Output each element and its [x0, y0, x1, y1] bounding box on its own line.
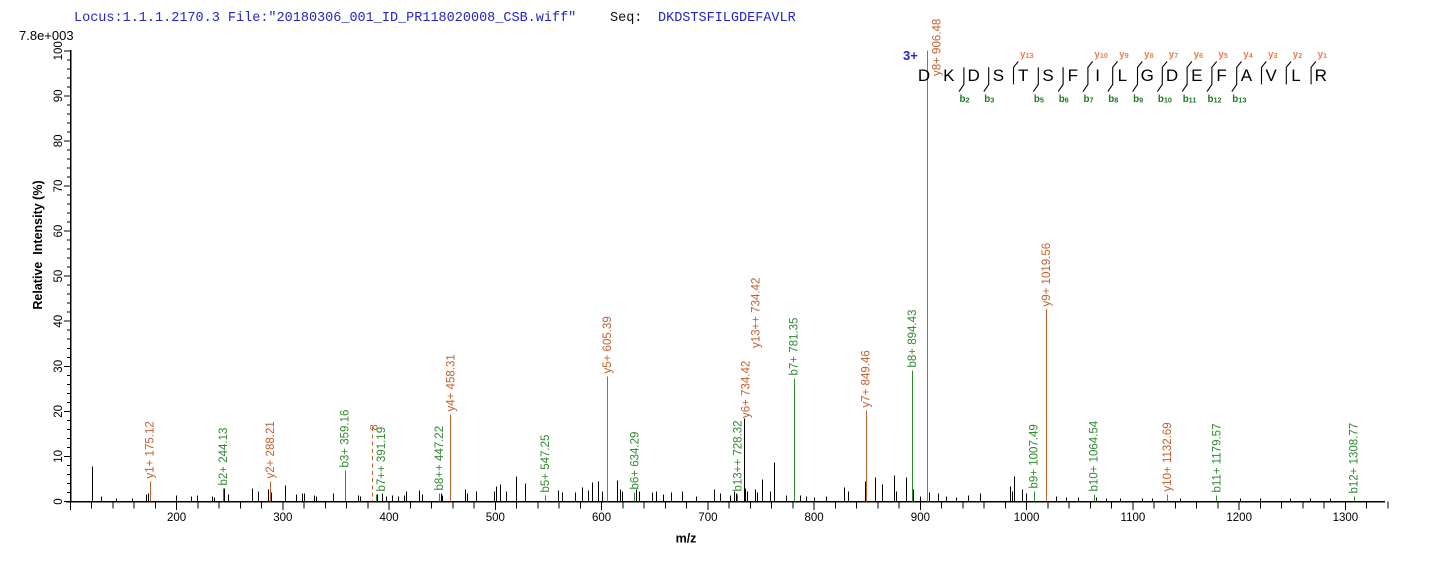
svg-text:L: L [1291, 66, 1300, 85]
svg-text:b13++ 728.32: b13++ 728.32 [732, 421, 744, 492]
svg-text:60: 60 [53, 225, 65, 238]
svg-text:1200: 1200 [1226, 512, 1252, 524]
svg-text:b7++ 391.19: b7++ 391.19 [376, 427, 388, 492]
svg-text:400: 400 [380, 512, 399, 524]
svg-text:b12+ 1308.77: b12+ 1308.77 [1349, 423, 1361, 494]
svg-text:y5: y5 [1218, 50, 1228, 61]
svg-text:b5+ 547.25: b5+ 547.25 [540, 435, 552, 493]
svg-text:y8: y8 [1144, 50, 1154, 61]
svg-text:b11: b11 [1183, 94, 1197, 105]
svg-text:500: 500 [486, 512, 505, 524]
svg-text:Seq:: Seq: [610, 11, 642, 26]
svg-text:y13: y13 [1020, 50, 1034, 61]
svg-text:7.8e+003: 7.8e+003 [19, 28, 74, 43]
svg-text:DKDSTSFILGDEFAVLR: DKDSTSFILGDEFAVLR [658, 11, 796, 26]
svg-text:90: 90 [53, 90, 65, 103]
svg-text:8: 8 [369, 424, 381, 430]
svg-text:y3: y3 [1268, 50, 1278, 61]
svg-text:b7: b7 [1084, 94, 1094, 105]
svg-text:y13++ 734.42: y13++ 734.42 [751, 278, 763, 348]
svg-text:900: 900 [911, 512, 930, 524]
svg-text:1000: 1000 [1014, 512, 1040, 524]
svg-text:b11+ 1179.57: b11+ 1179.57 [1211, 424, 1223, 493]
svg-text:80: 80 [53, 135, 65, 148]
svg-text:b6+ 634.29: b6+ 634.29 [630, 432, 642, 490]
svg-text:F: F [1216, 66, 1226, 85]
svg-text:b10: b10 [1158, 94, 1172, 105]
svg-text:y4+ 458.31: y4+ 458.31 [446, 354, 458, 411]
svg-text:800: 800 [805, 512, 824, 524]
svg-text:y7: y7 [1169, 50, 1179, 61]
svg-text:b8+ 894.43: b8+ 894.43 [907, 310, 919, 368]
svg-text:1100: 1100 [1121, 512, 1146, 524]
svg-text:I: I [1095, 66, 1100, 85]
svg-text:b13: b13 [1232, 94, 1246, 105]
svg-text:200: 200 [167, 512, 186, 524]
svg-text:b3+ 359.16: b3+ 359.16 [340, 410, 352, 468]
svg-text:y4: y4 [1243, 50, 1253, 61]
svg-text:b10+ 1064.54: b10+ 1064.54 [1089, 420, 1101, 491]
svg-text:R: R [1315, 66, 1327, 85]
svg-text:y1+ 175.12: y1+ 175.12 [145, 421, 157, 478]
svg-text:E: E [1191, 66, 1202, 85]
svg-text:Relative Intensity (%): Relative Intensity (%) [31, 180, 45, 309]
svg-text:100: 100 [53, 41, 65, 60]
svg-text:b8: b8 [1108, 94, 1118, 105]
svg-text:y1: y1 [1318, 50, 1328, 61]
svg-text:b5: b5 [1034, 94, 1044, 105]
svg-text:D: D [1166, 66, 1178, 85]
svg-text:40: 40 [53, 315, 65, 328]
svg-text:30: 30 [53, 360, 65, 373]
svg-text:b9: b9 [1133, 94, 1143, 105]
svg-text:y9+ 1019.56: y9+ 1019.56 [1041, 243, 1053, 307]
svg-text:b8++ 447.22: b8++ 447.22 [434, 426, 446, 491]
svg-text:300: 300 [273, 512, 292, 524]
svg-text:b3: b3 [984, 94, 994, 105]
svg-text:y10: y10 [1094, 50, 1108, 61]
svg-text:S: S [993, 66, 1004, 85]
svg-text:1300: 1300 [1333, 512, 1359, 524]
svg-text:b2+ 244.13: b2+ 244.13 [218, 428, 230, 486]
svg-text:y6: y6 [1194, 50, 1204, 61]
svg-text:600: 600 [592, 512, 611, 524]
svg-text:b7+ 781.35: b7+ 781.35 [789, 318, 801, 376]
svg-text:y10+ 1132.69: y10+ 1132.69 [1162, 422, 1174, 491]
svg-text:50: 50 [53, 270, 65, 283]
svg-text:y9: y9 [1119, 50, 1129, 61]
svg-text:y2+ 288.21: y2+ 288.21 [265, 421, 277, 478]
svg-text:b6: b6 [1059, 94, 1069, 105]
svg-text:20: 20 [53, 405, 65, 418]
svg-text:b12: b12 [1208, 94, 1222, 105]
svg-text:70: 70 [53, 180, 65, 193]
svg-text:m/z: m/z [676, 532, 697, 546]
svg-text:D: D [918, 66, 930, 85]
svg-text:S: S [1042, 66, 1053, 85]
svg-text:Locus:1.1.1.2170.3 File:"20180: Locus:1.1.1.2170.3 File:"20180306_001_ID… [74, 11, 576, 26]
svg-text:K: K [943, 66, 955, 85]
svg-text:10: 10 [53, 450, 65, 463]
svg-text:y7+ 849.46: y7+ 849.46 [861, 350, 873, 407]
svg-text:T: T [1018, 66, 1028, 85]
svg-text:V: V [1266, 66, 1278, 85]
svg-text:b2: b2 [960, 94, 970, 105]
svg-text:0: 0 [53, 498, 65, 504]
svg-text:b9+ 1007.49: b9+ 1007.49 [1029, 424, 1041, 488]
svg-text:700: 700 [698, 512, 717, 524]
svg-text:y6+ 734.42: y6+ 734.42 [741, 361, 753, 418]
svg-text:G: G [1141, 66, 1154, 85]
svg-text:D: D [967, 66, 979, 85]
svg-text:A: A [1241, 66, 1253, 85]
svg-text:3+: 3+ [903, 48, 918, 63]
svg-text:y5+ 605.39: y5+ 605.39 [602, 316, 614, 373]
svg-text:y8+ 906.48: y8+ 906.48 [932, 19, 944, 76]
svg-text:L: L [1118, 66, 1127, 85]
svg-text:F: F [1068, 66, 1078, 85]
svg-text:y2: y2 [1293, 50, 1303, 61]
